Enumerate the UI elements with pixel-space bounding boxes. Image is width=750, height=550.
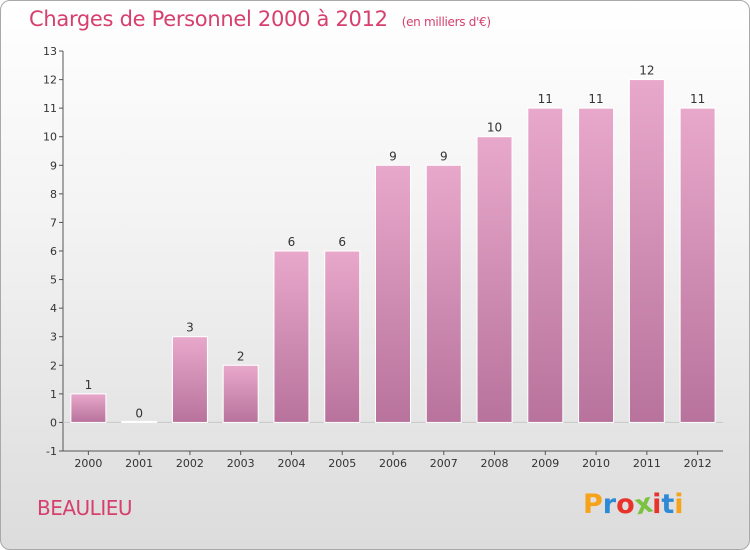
chart-title-text: Charges de Personnel 2000 à 2012	[29, 7, 388, 31]
y-tick-label: 4	[50, 302, 57, 315]
bar-2010[interactable]	[578, 107, 615, 423]
data-label-2009: 11	[538, 92, 553, 106]
y-tick-label: 7	[50, 216, 57, 229]
y-tick-label: 9	[50, 159, 57, 172]
x-tick-label-2006: 2006	[379, 457, 407, 470]
bar-2004[interactable]	[273, 250, 310, 423]
y-tick-label: 8	[50, 188, 57, 201]
bar-2003[interactable]	[222, 364, 259, 423]
x-tick-label-2011: 2011	[633, 457, 661, 470]
logo-letter: r	[602, 489, 617, 520]
bar-2011[interactable]	[628, 79, 665, 423]
bar-2002[interactable]	[171, 336, 208, 423]
x-tick-label-2012: 2012	[684, 457, 712, 470]
y-tick-label: 13	[43, 45, 57, 58]
data-label-2005: 6	[338, 235, 346, 249]
data-label-2006: 9	[389, 149, 397, 163]
x-tick-label-2000: 2000	[74, 457, 102, 470]
y-tick-label: 12	[43, 74, 57, 87]
logo-letter: P	[583, 489, 603, 520]
data-label-2010: 11	[588, 92, 603, 106]
x-tick-label-2002: 2002	[176, 457, 204, 470]
bar-2001[interactable]	[121, 420, 158, 423]
x-tick-label-2005: 2005	[328, 457, 356, 470]
location-label: BEAULIEU	[37, 496, 133, 520]
bar-2009[interactable]	[527, 107, 564, 423]
data-label-2002: 3	[186, 321, 194, 335]
data-label-2012: 11	[690, 92, 705, 106]
data-label-2003: 2	[237, 349, 245, 363]
x-tick-label-2007: 2007	[430, 457, 458, 470]
x-tick-label-2010: 2010	[582, 457, 610, 470]
x-tick-label-2004: 2004	[277, 457, 305, 470]
data-label-2000: 1	[85, 378, 93, 392]
bar-2000[interactable]	[70, 393, 107, 423]
data-label-2008: 10	[487, 121, 502, 135]
logo-letter: i	[652, 489, 662, 520]
proxiti-logo[interactable]: Proxiti	[583, 488, 684, 522]
bar-2012[interactable]	[679, 107, 716, 423]
y-tick-label: -1	[46, 445, 57, 458]
x-tick-label-2001: 2001	[125, 457, 153, 470]
data-label-2007: 9	[440, 149, 448, 163]
x-tick-label-2008: 2008	[481, 457, 509, 470]
chart-subtitle: (en milliers d'€)	[401, 15, 491, 29]
y-tick-label: 10	[43, 131, 57, 144]
data-label-2004: 6	[288, 235, 296, 249]
bar-2008[interactable]	[476, 136, 513, 423]
y-tick-label: 5	[50, 274, 57, 287]
x-tick-label-2009: 2009	[531, 457, 559, 470]
y-tick-label: 3	[50, 331, 57, 344]
logo-letter: i	[674, 489, 684, 520]
y-tick-label: 1	[50, 388, 57, 401]
bar-2006[interactable]	[375, 164, 411, 423]
bars	[70, 79, 716, 423]
data-label-2011: 12	[639, 64, 654, 78]
y-tick-label: 6	[50, 245, 57, 258]
y-tick-label: 0	[50, 416, 57, 429]
bar-2007[interactable]	[425, 164, 462, 423]
data-label-2001: 0	[135, 406, 143, 420]
y-tick-label: 11	[43, 102, 57, 115]
bar-2005[interactable]	[324, 250, 361, 423]
y-tick-label: 2	[50, 359, 57, 372]
x-tick-label-2003: 2003	[227, 457, 255, 470]
chart-title: Charges de Personnel 2000 à 2012 (en mill…	[29, 7, 491, 31]
logo-letter: o	[616, 489, 635, 520]
logo-letter: t	[661, 489, 675, 520]
